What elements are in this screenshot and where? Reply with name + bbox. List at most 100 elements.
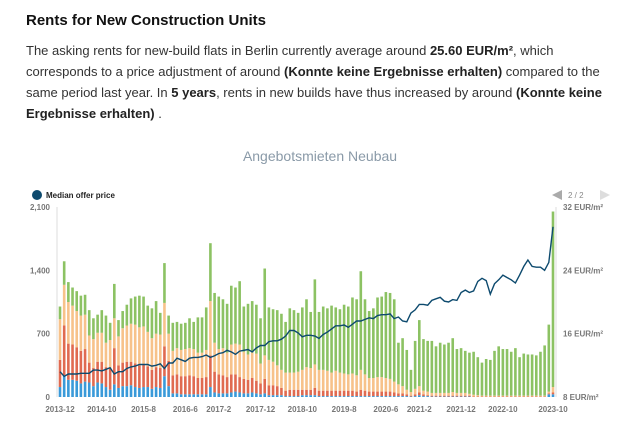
bar-stack[interactable]	[83, 294, 87, 397]
bar-stack[interactable]	[179, 323, 183, 397]
bar-stack[interactable]	[87, 310, 91, 397]
bar-stack[interactable]	[129, 298, 133, 397]
bar-stack[interactable]	[62, 261, 66, 397]
bar-stack[interactable]	[413, 340, 417, 397]
bar-stack[interactable]	[108, 322, 112, 397]
bar-stack[interactable]	[351, 297, 354, 397]
bar-stack[interactable]	[451, 338, 455, 397]
bar-stack[interactable]	[146, 305, 150, 397]
next-arrow-icon[interactable]	[600, 190, 610, 200]
bar-stack[interactable]	[480, 362, 484, 397]
bar-stack[interactable]	[509, 351, 513, 397]
bar-stack[interactable]	[104, 315, 108, 397]
bar-stack[interactable]	[267, 307, 271, 397]
bar-stack[interactable]	[388, 292, 392, 397]
bar-stack[interactable]	[229, 285, 233, 397]
bar-stack[interactable]	[75, 291, 79, 397]
bar-stack[interactable]	[238, 281, 241, 397]
bar-stack[interactable]	[317, 311, 321, 397]
bar-stack[interactable]	[489, 359, 492, 397]
bar-stack[interactable]	[547, 324, 551, 397]
bar-stack[interactable]	[367, 311, 371, 397]
bar-stack[interactable]	[301, 307, 304, 397]
bar-stack[interactable]	[459, 348, 463, 397]
bar-stack[interactable]	[384, 292, 388, 397]
bar-stack[interactable]	[422, 339, 425, 397]
bar-stack[interactable]	[313, 279, 317, 397]
bar-stack[interactable]	[305, 299, 308, 397]
bar-stack[interactable]	[522, 353, 526, 397]
bar-stack[interactable]	[71, 287, 74, 397]
legend[interactable]: Median offer price	[32, 190, 115, 200]
bar-stack[interactable]	[551, 211, 555, 397]
bar-stack[interactable]	[438, 342, 442, 397]
bar-stack[interactable]	[476, 357, 480, 397]
bar-stack[interactable]	[401, 338, 404, 397]
bar-stack[interactable]	[292, 310, 296, 397]
bar-stack[interactable]	[171, 322, 175, 397]
bar-stack[interactable]	[342, 304, 346, 397]
bar-stack[interactable]	[330, 305, 333, 397]
bar-stack[interactable]	[355, 299, 358, 397]
bar-stack[interactable]	[493, 350, 496, 397]
bar-stack[interactable]	[397, 342, 400, 397]
bar-stack[interactable]	[380, 296, 384, 397]
bar-stack[interactable]	[167, 315, 170, 397]
bar-stack[interactable]	[154, 301, 158, 397]
bar-stack[interactable]	[430, 340, 434, 397]
bar-stack[interactable]	[346, 306, 350, 397]
bar-stack[interactable]	[121, 311, 124, 397]
bar-stack[interactable]	[514, 348, 517, 397]
bar-stack[interactable]	[372, 308, 375, 397]
bar-stack[interactable]	[443, 344, 446, 397]
bar-stack[interactable]	[426, 340, 429, 397]
bar-stack[interactable]	[92, 318, 95, 397]
bar-stack[interactable]	[334, 307, 338, 397]
bar-stack[interactable]	[213, 292, 216, 397]
bar-stack[interactable]	[188, 318, 191, 397]
bar-stack[interactable]	[409, 369, 413, 397]
bar-stack[interactable]	[455, 349, 459, 397]
bar-stack[interactable]	[296, 312, 300, 397]
bar-stack[interactable]	[405, 349, 409, 397]
bar-stack[interactable]	[113, 283, 116, 397]
bar-stack[interactable]	[534, 355, 538, 397]
bar-stack[interactable]	[158, 312, 162, 397]
bar-stack[interactable]	[204, 307, 208, 397]
bar-stack[interactable]	[184, 322, 187, 397]
bar-stack[interactable]	[321, 306, 325, 397]
bar-stack[interactable]	[246, 303, 250, 397]
bar-stack[interactable]	[250, 301, 254, 397]
bar-stack[interactable]	[447, 342, 450, 397]
bar-stack[interactable]	[150, 308, 154, 397]
bar-stack[interactable]	[271, 309, 275, 397]
bar-stack[interactable]	[196, 317, 200, 397]
bar-stack[interactable]	[497, 346, 500, 397]
bar-stack[interactable]	[463, 350, 467, 397]
bar-stack[interactable]	[376, 297, 379, 397]
bar-stack[interactable]	[326, 308, 329, 397]
bar-stack[interactable]	[96, 314, 99, 397]
bar-stack[interactable]	[359, 271, 363, 397]
bar-stack[interactable]	[125, 304, 129, 397]
bar-stack[interactable]	[58, 306, 62, 397]
bar-stack[interactable]	[526, 354, 530, 397]
bar-stack[interactable]	[434, 346, 438, 397]
bar-stack[interactable]	[142, 296, 145, 397]
bar-stack[interactable]	[117, 320, 120, 397]
bar-stack[interactable]	[217, 296, 221, 397]
bar-stack[interactable]	[543, 345, 546, 397]
bar-stack[interactable]	[530, 354, 534, 397]
bar-stack[interactable]	[175, 321, 179, 397]
bar-stack[interactable]	[472, 351, 475, 397]
bar-stack[interactable]	[221, 299, 225, 397]
bar-stack[interactable]	[338, 309, 342, 397]
bar-stack[interactable]	[484, 359, 488, 397]
bar-stack[interactable]	[501, 349, 505, 397]
bar-stack[interactable]	[275, 310, 279, 397]
bar-stack[interactable]	[79, 295, 83, 397]
bar-stack[interactable]	[518, 357, 521, 397]
bar-stack[interactable]	[288, 308, 292, 397]
bar-stack[interactable]	[200, 317, 204, 397]
bar-stack[interactable]	[138, 295, 141, 397]
